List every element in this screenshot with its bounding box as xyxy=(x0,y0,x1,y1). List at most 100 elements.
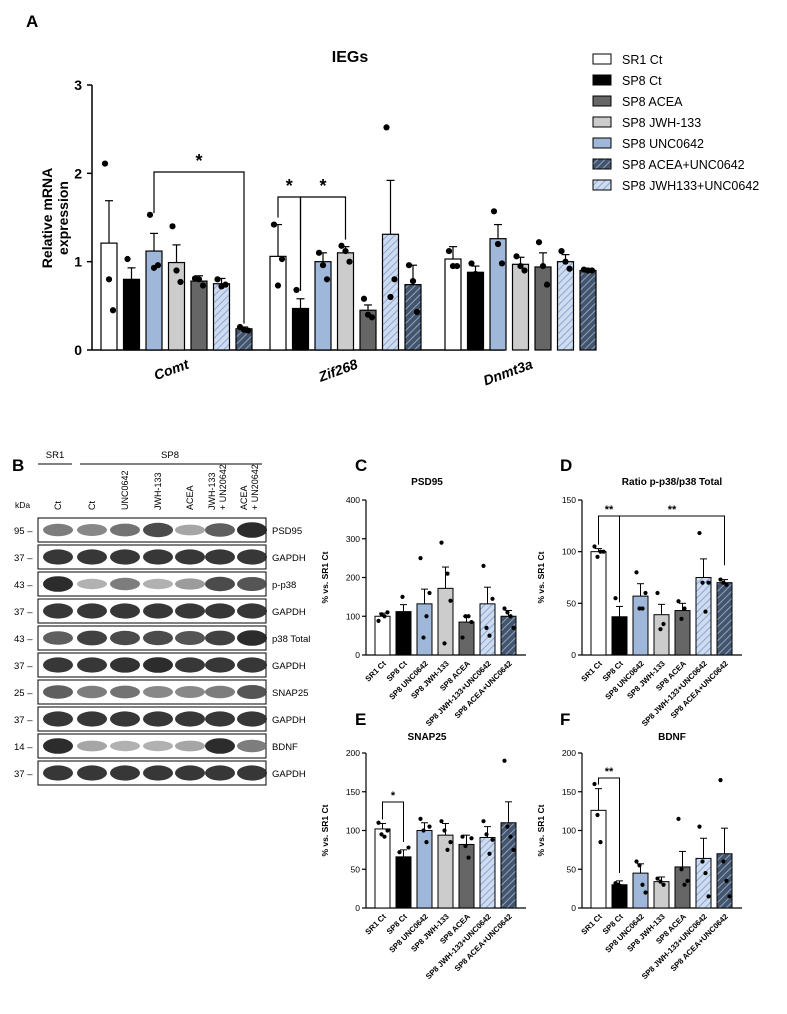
bar-dnmt3a-sp8-jwh133-unc0642 xyxy=(556,261,575,351)
data-point xyxy=(637,863,642,868)
bar-sp8-acea-unc0642 xyxy=(716,582,733,656)
data-point xyxy=(484,832,489,837)
panel-letter-f: F xyxy=(560,710,570,729)
data-point xyxy=(508,614,513,619)
blot-band xyxy=(175,524,205,536)
y-tick-label: 0 xyxy=(571,903,576,913)
y-tick-label: 3 xyxy=(74,77,82,93)
data-point xyxy=(132,286,139,294)
data-point xyxy=(498,260,506,267)
data-point xyxy=(685,878,690,883)
blot-band xyxy=(43,576,73,592)
significance-bracket xyxy=(598,777,620,873)
blot-band xyxy=(110,549,140,565)
data-point xyxy=(718,577,723,582)
data-point xyxy=(703,609,708,614)
x-tick-label-comt: Comt xyxy=(152,355,192,383)
data-point xyxy=(637,606,642,611)
data-point xyxy=(622,619,627,625)
data-point xyxy=(558,247,565,255)
legend-label-sp8-unc0642: SP8 UNC0642 xyxy=(622,137,704,151)
blot-band xyxy=(110,603,140,619)
data-point xyxy=(421,828,426,833)
kda-marker: 37 – xyxy=(14,769,33,780)
data-point xyxy=(445,571,450,576)
legend-swatch-sp8-jwh133-unc0642 xyxy=(592,179,612,191)
data-point xyxy=(601,549,606,554)
significance-bracket xyxy=(619,515,725,603)
significance-star: * xyxy=(286,176,293,196)
data-point xyxy=(379,832,384,837)
y-tick-label: 0 xyxy=(355,650,360,660)
blot-band xyxy=(205,711,235,727)
data-point xyxy=(293,286,300,294)
data-point xyxy=(445,247,453,255)
blot-band xyxy=(237,711,267,727)
data-point xyxy=(613,596,618,601)
blot-band xyxy=(205,523,235,537)
lane-label-jwh-133: JWH-133 xyxy=(153,472,163,510)
panel-letter-d: D xyxy=(560,456,572,475)
data-point xyxy=(724,582,729,587)
data-point xyxy=(214,276,221,283)
blot-band xyxy=(43,631,73,645)
data-point xyxy=(721,859,726,864)
data-point xyxy=(244,327,252,334)
bar-comt-sp8-jwh-133 xyxy=(167,261,186,351)
blot-band xyxy=(143,711,173,727)
blot-band xyxy=(205,685,235,699)
data-point xyxy=(463,614,468,619)
blot-band xyxy=(175,740,205,752)
data-point xyxy=(154,262,162,269)
chart-title: BDNF xyxy=(658,732,686,743)
legend-label-sp8-jwh-133: SP8 JWH-133 xyxy=(622,116,701,130)
blot-band xyxy=(77,603,107,619)
blot-band xyxy=(175,578,205,590)
y-axis-label: % vs. SR1 Ct xyxy=(536,804,546,856)
blot-band xyxy=(205,576,235,592)
data-point xyxy=(592,781,597,787)
data-point xyxy=(640,606,645,611)
significance-star: ** xyxy=(668,504,677,516)
y-tick-label: 50 xyxy=(567,598,577,608)
data-point xyxy=(490,208,498,215)
blot-band xyxy=(175,686,205,698)
data-point xyxy=(505,824,510,829)
data-point xyxy=(487,851,492,856)
blot-row-label: GAPDH xyxy=(272,553,306,564)
y-tick-label: 100 xyxy=(346,826,360,836)
significance-star: ** xyxy=(605,504,614,516)
bar-sp8-acea-unc0642 xyxy=(500,822,517,909)
bar-sp8-unc0642 xyxy=(632,595,649,656)
bar-zif268-sr1-ct xyxy=(269,255,287,351)
blot-band xyxy=(110,765,140,781)
bar-comt-sr1-ct xyxy=(100,242,118,351)
data-point xyxy=(511,847,516,852)
blot-band xyxy=(205,765,235,781)
blot-band xyxy=(43,711,73,727)
significance-star: ** xyxy=(605,766,614,778)
data-point xyxy=(466,855,471,860)
data-point xyxy=(727,894,732,899)
blot-band xyxy=(237,522,267,538)
data-point xyxy=(598,549,603,554)
data-point xyxy=(445,847,450,852)
blot-row-label: GAPDH xyxy=(272,607,306,618)
bar-sp8-acea xyxy=(674,866,691,909)
data-point xyxy=(706,894,711,899)
blot-band xyxy=(110,523,140,537)
bar-comt-sp8-jwh133-unc0642 xyxy=(212,283,231,351)
data-point xyxy=(595,812,600,818)
significance-bracket xyxy=(277,196,302,291)
data-point xyxy=(379,612,384,617)
chart-title: IEGs xyxy=(332,49,369,66)
data-point xyxy=(400,594,405,599)
data-point xyxy=(676,816,681,821)
data-point xyxy=(658,627,663,632)
data-point xyxy=(413,308,421,316)
data-point xyxy=(616,621,621,627)
lane-label-ct: Ct xyxy=(53,501,63,510)
bar-sp8-jwh-133-unc0642 xyxy=(479,836,496,909)
data-point xyxy=(424,840,429,845)
data-point xyxy=(466,614,471,619)
